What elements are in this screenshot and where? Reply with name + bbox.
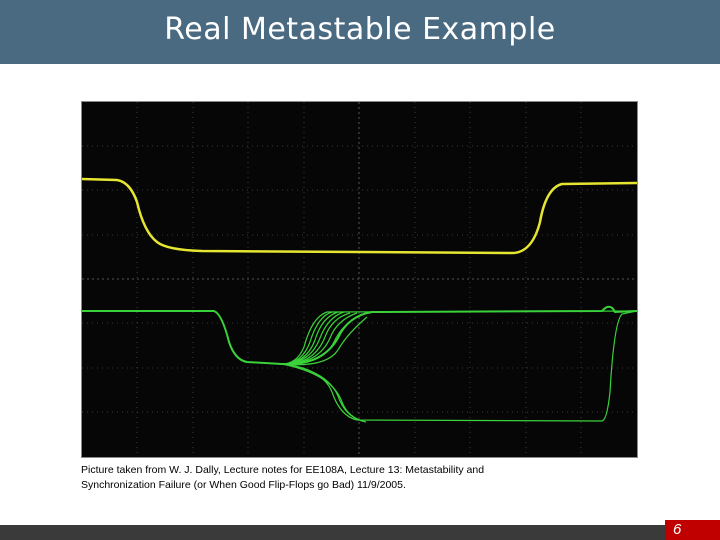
caption-line-1: Picture taken from W. J. Dally, Lecture … — [81, 464, 485, 476]
page-number-box: 6 — [665, 520, 720, 540]
footer-bar — [0, 525, 665, 540]
clock-trace — [82, 177, 637, 255]
graticule-center-axes — [82, 102, 637, 457]
slide-title: Real Metastable Example — [164, 12, 556, 47]
title-bar: Real Metastable Example — [0, 0, 720, 64]
page-number: 6 — [673, 521, 682, 538]
figure-caption: Picture taken from W. J. Dally, Lecture … — [81, 463, 521, 493]
graticule-grid — [82, 102, 637, 457]
oscilloscope-image — [81, 101, 638, 458]
caption-line-2: Synchronization Failure (or When Good Fl… — [81, 479, 406, 491]
output-trace-main — [82, 305, 637, 366]
oscilloscope-traces — [82, 102, 637, 457]
